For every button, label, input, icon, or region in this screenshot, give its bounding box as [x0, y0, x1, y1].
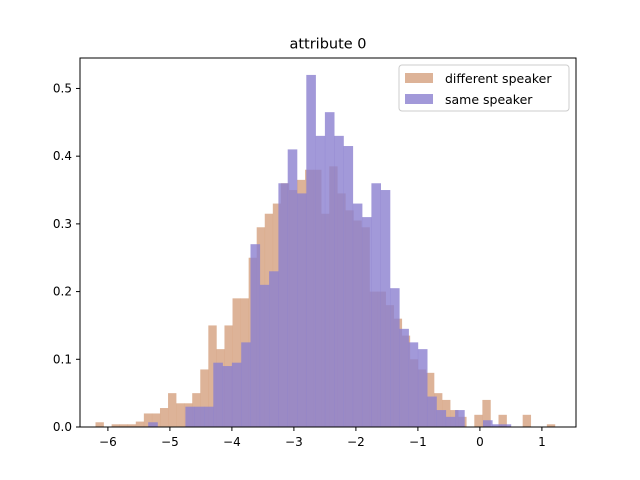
- bar-s1-21: [343, 146, 354, 427]
- y-tick-label: 0.4: [53, 149, 72, 163]
- y-tick-label: 0.5: [53, 81, 72, 95]
- bar-s0-0: [95, 422, 104, 427]
- legend-box: [398, 64, 570, 112]
- bars-layer: [95, 74, 556, 428]
- bar-s0-43: [442, 399, 451, 427]
- x-tick-label: 1: [538, 435, 546, 449]
- bar-s0-5: [135, 421, 145, 427]
- bar-s1-20: [334, 135, 344, 428]
- y-tick-label: 0.3: [53, 217, 72, 231]
- bar-s1-0: [148, 422, 158, 427]
- bar-s1-13: [269, 271, 279, 427]
- bar-s1-14: [278, 183, 288, 427]
- x-tick-label: 0: [476, 435, 484, 449]
- bar-s1-37: [492, 424, 502, 427]
- bar-s1-19: [324, 112, 335, 428]
- bar-s1-11: [250, 244, 261, 427]
- bar-s1-6: [204, 406, 214, 427]
- x-tick-label: −3: [285, 435, 303, 449]
- bar-s1-31: [436, 410, 447, 427]
- bar-s1-23: [362, 217, 372, 427]
- bar-s1-32: [445, 416, 456, 427]
- chart-title: attribute 0: [289, 37, 366, 53]
- axes-layer: −6 −5 −4 −3 −2 −1 0 1 0.0 0.1 0.2 0.3 0.4 0.5: [53, 57, 577, 449]
- bar-s1-28: [408, 342, 419, 427]
- legend: different speaker same speaker: [398, 64, 570, 112]
- legend-swatch-0: [405, 73, 433, 83]
- x-tick-label: −2: [347, 435, 365, 449]
- bar-s1-25: [380, 190, 391, 427]
- bar-s0-50: [498, 414, 507, 427]
- bar-s0-13: [200, 369, 209, 427]
- bar-s1-22: [352, 203, 363, 427]
- bar-s0-10: [176, 403, 185, 427]
- x-tick-label: −1: [409, 435, 427, 449]
- bar-s0-3: [119, 424, 129, 427]
- bar-s1-16: [297, 193, 307, 427]
- bar-s1-30: [427, 396, 437, 427]
- bar-s0-4: [127, 424, 137, 427]
- bar-s0-7: [151, 413, 161, 427]
- bar-s1-26: [390, 288, 400, 427]
- y-tick-label: 0.0: [53, 420, 72, 434]
- y-tick-label: 0.2: [53, 285, 72, 299]
- bar-s1-27: [399, 328, 409, 427]
- bar-s1-36: [483, 420, 493, 427]
- bar-s0-14: [208, 325, 217, 427]
- bar-s1-9: [231, 362, 242, 427]
- bar-s0-53: [522, 414, 532, 427]
- bar-s1-33: [455, 410, 465, 427]
- legend-label-0: different speaker: [445, 71, 552, 86]
- bar-s1-24: [371, 183, 381, 427]
- x-tick-label: −6: [99, 435, 117, 449]
- bar-s1-38: [501, 424, 512, 427]
- bar-s1-8: [222, 366, 233, 427]
- bar-s1-5: [194, 406, 205, 427]
- bar-s0-47: [474, 414, 483, 427]
- bar-s0-9: [168, 393, 177, 427]
- bar-s0-6: [143, 413, 153, 427]
- legend-label-1: same speaker: [445, 92, 533, 107]
- bar-s0-8: [159, 408, 169, 427]
- bar-s1-10: [241, 342, 251, 427]
- x-tick-label: −4: [223, 435, 241, 449]
- bar-s1-15: [287, 149, 298, 427]
- bar-s0-2: [111, 424, 120, 427]
- x-tick-label: −5: [161, 435, 179, 449]
- bar-s1-17: [306, 74, 316, 428]
- bar-s1-12: [259, 284, 270, 427]
- legend-swatch-1: [405, 94, 433, 104]
- y-tick-label: 0.1: [53, 352, 72, 366]
- series-1-bars: [148, 74, 512, 428]
- bar-s0-48: [482, 399, 491, 427]
- plot-frame: [79, 57, 577, 428]
- bar-s1-18: [315, 135, 326, 428]
- bar-s1-29: [417, 349, 428, 427]
- bar-s0-56: [546, 424, 556, 427]
- bar-s1-4: [185, 406, 195, 427]
- bar-s1-7: [213, 362, 223, 427]
